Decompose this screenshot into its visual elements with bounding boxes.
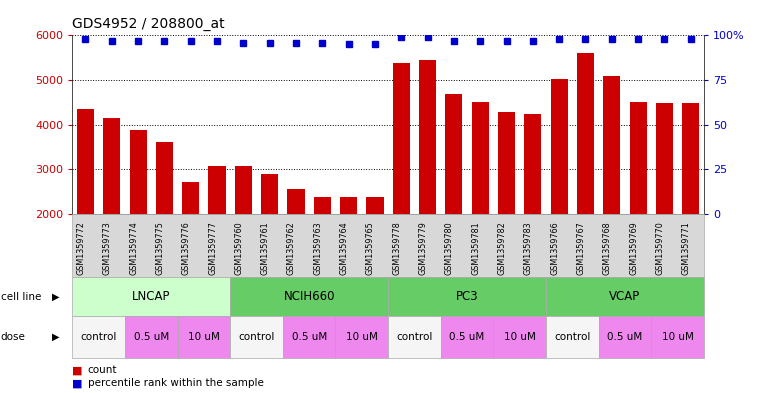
Bar: [498, 112, 515, 303]
Text: GSM1359773: GSM1359773: [103, 221, 112, 275]
Text: control: control: [81, 332, 116, 342]
Text: dose: dose: [1, 332, 26, 342]
Bar: [77, 109, 94, 303]
Bar: [156, 142, 173, 303]
Text: GSM1359764: GSM1359764: [339, 222, 349, 275]
Text: VCAP: VCAP: [610, 290, 641, 303]
Text: GSM1359767: GSM1359767: [577, 221, 585, 275]
Text: GSM1359771: GSM1359771: [682, 221, 691, 275]
Text: 0.5 uM: 0.5 uM: [607, 332, 642, 342]
Text: 10 uM: 10 uM: [345, 332, 377, 342]
Text: GSM1359772: GSM1359772: [76, 221, 85, 275]
Text: GSM1359781: GSM1359781: [471, 222, 480, 275]
Text: GSM1359775: GSM1359775: [155, 221, 164, 275]
Text: ■: ■: [72, 365, 83, 375]
Text: ▶: ▶: [52, 332, 59, 342]
Text: GSM1359770: GSM1359770: [655, 221, 664, 275]
Bar: [577, 53, 594, 303]
Text: ■: ■: [72, 378, 83, 388]
Bar: [314, 197, 331, 303]
Text: NCIH660: NCIH660: [283, 290, 335, 303]
Bar: [656, 103, 673, 303]
Bar: [393, 63, 410, 303]
Text: 10 uM: 10 uM: [661, 332, 693, 342]
Text: GSM1359779: GSM1359779: [419, 221, 428, 275]
Text: GSM1359778: GSM1359778: [392, 221, 401, 275]
Text: GSM1359783: GSM1359783: [524, 222, 533, 275]
Text: GSM1359769: GSM1359769: [629, 221, 638, 275]
Bar: [551, 79, 568, 303]
Text: 10 uM: 10 uM: [188, 332, 220, 342]
Bar: [682, 103, 699, 303]
Text: percentile rank within the sample: percentile rank within the sample: [88, 378, 263, 388]
Bar: [472, 103, 489, 303]
Bar: [629, 103, 647, 303]
Bar: [366, 197, 384, 303]
Text: count: count: [88, 365, 117, 375]
Text: GDS4952 / 208800_at: GDS4952 / 208800_at: [72, 17, 225, 31]
Bar: [445, 94, 463, 303]
Bar: [209, 166, 225, 303]
Bar: [340, 197, 357, 303]
Text: GSM1359776: GSM1359776: [182, 221, 191, 275]
Text: 10 uM: 10 uM: [504, 332, 536, 342]
Bar: [129, 130, 147, 303]
Bar: [103, 118, 120, 303]
Bar: [261, 174, 279, 303]
Text: GSM1359762: GSM1359762: [287, 221, 296, 275]
Text: control: control: [238, 332, 275, 342]
Bar: [603, 77, 620, 303]
Text: GSM1359763: GSM1359763: [314, 222, 323, 275]
Text: GSM1359777: GSM1359777: [208, 221, 217, 275]
Text: GSM1359760: GSM1359760: [234, 222, 244, 275]
Text: control: control: [396, 332, 432, 342]
Text: GSM1359765: GSM1359765: [366, 221, 375, 275]
Text: cell line: cell line: [1, 292, 41, 302]
Bar: [288, 189, 304, 303]
Bar: [182, 182, 199, 303]
Text: GSM1359768: GSM1359768: [603, 222, 612, 275]
Bar: [419, 60, 436, 303]
Bar: [235, 166, 252, 303]
Text: GSM1359780: GSM1359780: [445, 222, 454, 275]
Bar: [524, 114, 541, 303]
Text: GSM1359761: GSM1359761: [261, 222, 269, 275]
Text: GSM1359774: GSM1359774: [129, 221, 138, 275]
Text: ▶: ▶: [52, 292, 59, 302]
Text: 0.5 uM: 0.5 uM: [450, 332, 485, 342]
Text: 0.5 uM: 0.5 uM: [291, 332, 326, 342]
Text: control: control: [554, 332, 591, 342]
Text: 0.5 uM: 0.5 uM: [134, 332, 169, 342]
Text: GSM1359782: GSM1359782: [498, 221, 507, 275]
Text: LNCAP: LNCAP: [132, 290, 170, 303]
Text: GSM1359766: GSM1359766: [550, 222, 559, 275]
Text: PC3: PC3: [456, 290, 479, 303]
